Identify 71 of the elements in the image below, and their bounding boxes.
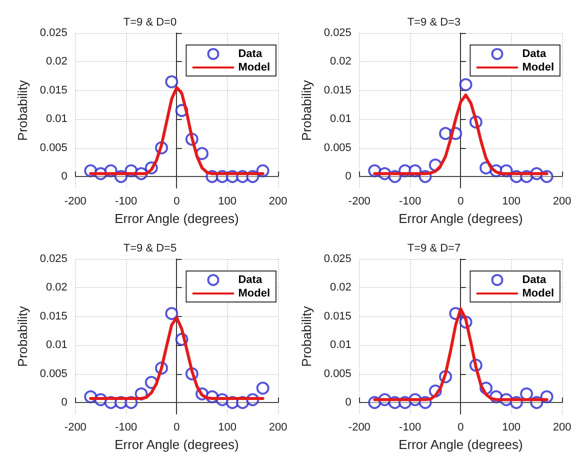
x-tick-label: -100: [115, 422, 138, 434]
x-tick-label: 100: [218, 422, 237, 434]
x-tick-label: 0: [458, 196, 464, 208]
y-axis-title: Probability: [299, 80, 314, 141]
y-tick-label: 0.005: [40, 368, 68, 380]
x-tick-label: -200: [64, 422, 86, 434]
y-axis-title: Probability: [15, 306, 30, 367]
y-tick-label: 0.015: [40, 310, 68, 322]
y-tick-label: 0.02: [330, 56, 352, 68]
y-tick-label: 0.01: [46, 339, 68, 352]
y-axis-title: Probability: [299, 306, 314, 367]
chart-title: T=9 & D=3: [407, 16, 461, 28]
chart-title: T=9 & D=0: [123, 16, 177, 28]
x-axis-title: Error Angle (degrees): [398, 436, 523, 452]
x-tick-label: -200: [348, 422, 370, 434]
x-tick-label: -200: [348, 196, 370, 208]
point: [165, 307, 178, 320]
x-tick-label: 200: [552, 422, 572, 434]
x-tick-label: 0: [458, 422, 464, 434]
y-tick-label: 0.005: [324, 368, 352, 380]
legend-label: Model: [238, 62, 270, 74]
y-tick-label: 0.025: [40, 27, 68, 39]
legend-label: Data: [522, 274, 547, 286]
y-tick-label: 0: [61, 396, 68, 409]
point: [520, 387, 534, 400]
chart-title: T=9 & D=7: [407, 242, 461, 254]
y-tick-label: 0.01: [46, 113, 68, 126]
x-tick-label: 100: [218, 196, 237, 208]
x-tick-label: -100: [115, 196, 138, 208]
legend-label: Data: [522, 48, 547, 60]
point: [459, 78, 472, 92]
y-tick-label: 0.015: [40, 84, 68, 96]
y-tick-label: 0.005: [324, 142, 352, 154]
y-tick-label: 0.025: [40, 253, 68, 265]
legend-label: Data: [238, 48, 263, 60]
x-tick-label: 200: [552, 196, 572, 208]
y-axis-title: Probability: [15, 80, 30, 141]
y-tick-label: 0.015: [324, 310, 352, 322]
point: [165, 75, 178, 88]
x-tick-label: -100: [399, 196, 422, 208]
x-tick-label: 100: [502, 196, 521, 208]
x-axis-title: Error Angle (degrees): [114, 210, 239, 226]
x-axis-title: Error Angle (degrees): [114, 436, 239, 452]
point: [196, 147, 209, 160]
x-tick-label: 0: [174, 422, 180, 434]
x-tick-label: -100: [399, 422, 422, 434]
y-tick-label: 0: [345, 170, 352, 183]
x-tick-label: -200: [64, 196, 86, 208]
point: [439, 126, 452, 140]
x-tick-label: 100: [502, 422, 521, 434]
y-tick-label: 0.01: [330, 339, 352, 352]
y-tick-label: 0.02: [330, 282, 352, 294]
legend-label: Model: [238, 288, 270, 300]
legend-label: Model: [522, 288, 554, 300]
y-tick-label: 0.02: [46, 56, 68, 68]
x-tick-label: 200: [268, 422, 288, 434]
legend-label: Data: [238, 274, 263, 286]
y-tick-label: 0: [345, 396, 352, 409]
legend-label: Model: [522, 62, 554, 74]
y-tick-label: 0.025: [324, 27, 352, 39]
y-tick-label: 0.005: [40, 142, 68, 154]
x-tick-label: 0: [174, 196, 180, 208]
y-tick-label: 0.025: [324, 253, 352, 265]
y-tick-label: 0: [61, 170, 68, 183]
chart-title: T=9 & D=5: [123, 242, 177, 254]
y-tick-label: 0.02: [46, 282, 68, 294]
x-axis-title: Error Angle (degrees): [398, 210, 523, 226]
x-tick-label: 200: [268, 196, 288, 208]
point: [256, 382, 270, 395]
y-tick-label: 0.015: [324, 84, 352, 96]
y-tick-label: 0.01: [330, 113, 352, 126]
